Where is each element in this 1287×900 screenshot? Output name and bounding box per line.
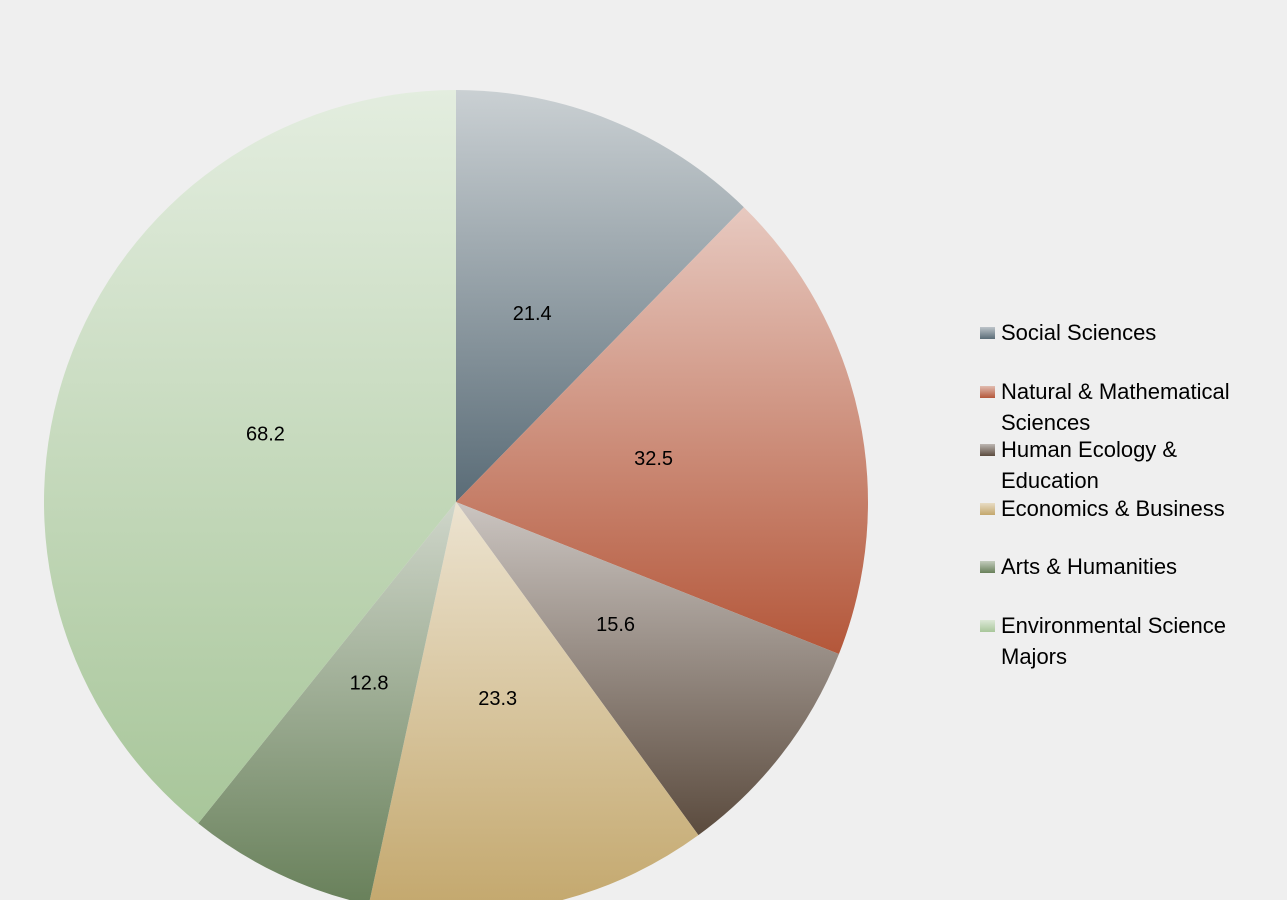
legend-swatch <box>980 327 995 339</box>
pie-slice <box>43 90 457 824</box>
data-label: 23.3 <box>478 688 517 710</box>
legend-item: Arts & Humanities <box>978 551 1264 582</box>
legend: Social Sciences Natural & Mathematical Sc… <box>978 0 1287 900</box>
data-label: 32.5 <box>634 448 673 470</box>
pie-slice <box>198 502 456 900</box>
legend-swatch <box>980 444 995 456</box>
legend-swatch <box>980 561 995 573</box>
data-label: 68.2 <box>246 423 285 445</box>
legend-label: Economics & Business <box>1001 495 1225 521</box>
pie-slice <box>456 502 839 836</box>
legend-label: Arts & Humanities <box>1001 554 1178 579</box>
legend-label: Human Ecology & Education <box>1001 437 1178 493</box>
legend-swatch <box>980 619 995 632</box>
data-label: 12.8 <box>350 673 389 695</box>
legend-swatch <box>980 385 995 398</box>
legend-label: Natural & Mathematical Sciences <box>1001 378 1230 435</box>
data-label: 15.6 <box>596 614 635 636</box>
legend-item: Social Sciences <box>978 317 1264 348</box>
legend-label: Environmental Science Majors <box>1001 612 1227 669</box>
legend-swatch <box>980 502 995 515</box>
legend-item: Environmental Science Majors <box>978 610 1264 672</box>
data-label: 21.4 <box>513 303 552 325</box>
pie-slice <box>456 207 868 654</box>
pie-slice <box>456 90 744 502</box>
legend-label: Social Sciences <box>1001 320 1157 345</box>
legend-item: Natural & Mathematical Sciences <box>978 376 1264 438</box>
legend-item: Human Ecology & Education <box>978 434 1264 496</box>
legend-item: Economics & Business <box>978 493 1264 524</box>
pie-slice <box>369 502 699 900</box>
